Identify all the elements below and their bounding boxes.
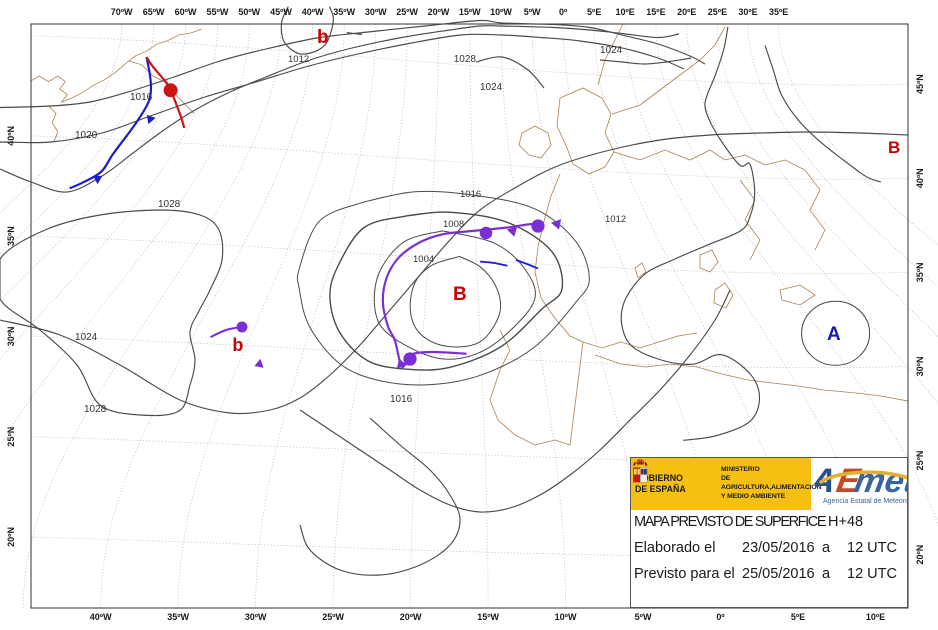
svg-text:20ºW: 20ºW [400,612,422,622]
svg-text:1016: 1016 [460,189,481,200]
svg-text:35ºN: 35ºN [6,226,16,246]
svg-text:45ºN: 45ºN [915,74,925,94]
svg-text:5ºE: 5ºE [791,612,805,622]
svg-text:20ºW: 20ºW [428,7,450,17]
svg-text:B: B [453,284,467,305]
svg-text:35ºW: 35ºW [333,7,355,17]
svg-text:40ºW: 40ºW [302,7,324,17]
svg-text:10ºW: 10ºW [555,612,577,622]
svg-text:35ºE: 35ºE [769,7,788,17]
svg-text:30ºW: 30ºW [365,7,387,17]
svg-text:1004: 1004 [413,254,434,265]
svg-text:20ºN: 20ºN [915,545,925,565]
svg-text:b: b [317,27,329,48]
svg-text:1028: 1028 [158,199,181,210]
svg-text:1028: 1028 [84,404,107,415]
svg-text:1016: 1016 [390,394,413,405]
svg-text:met: met [852,462,907,500]
svg-text:50ºW: 50ºW [238,7,260,17]
svg-text:70ºW: 70ºW [111,7,133,17]
svg-text:30ºW: 30ºW [245,612,267,622]
svg-text:15ºW: 15ºW [477,612,499,622]
svg-text:30ºN: 30ºN [6,326,16,346]
svg-text:65ºW: 65ºW [143,7,165,17]
svg-text:25ºW: 25ºW [396,7,418,17]
svg-text:5ºE: 5ºE [587,7,601,17]
svg-text:0º: 0º [559,7,568,17]
svg-text:15ºW: 15ºW [459,7,481,17]
svg-text:1012: 1012 [605,214,626,225]
svg-text:1008: 1008 [443,219,464,230]
svg-text:1024: 1024 [75,332,98,343]
svg-text:5ºW: 5ºW [635,612,652,622]
svg-text:25ºN: 25ºN [915,451,925,471]
svg-text:55ºW: 55ºW [207,7,229,17]
svg-text:1020: 1020 [75,130,98,141]
svg-text:10ºE: 10ºE [615,7,634,17]
svg-text:1024: 1024 [480,82,503,93]
svg-text:35ºN: 35ºN [915,262,925,282]
svg-text:20ºN: 20ºN [6,527,16,547]
svg-text:1028: 1028 [454,54,477,65]
svg-text:A: A [827,324,841,345]
svg-text:Agencia Estatal de Meteorologí: Agencia Estatal de Meteorología [823,498,907,505]
svg-text:1024: 1024 [600,45,623,56]
svg-text:0º: 0º [716,612,725,622]
svg-text:10ºW: 10ºW [490,7,512,17]
svg-text:10ºE: 10ºE [866,612,885,622]
svg-text:40ºN: 40ºN [915,168,925,188]
svg-text:45ºW: 45ºW [270,7,292,17]
svg-text:30ºE: 30ºE [738,7,757,17]
svg-text:B: B [888,138,900,157]
svg-text:25ºE: 25ºE [708,7,727,17]
svg-text:15ºE: 15ºE [646,7,665,17]
svg-text:1012: 1012 [288,54,309,65]
svg-text:35ºW: 35ºW [167,612,189,622]
svg-text:60ºW: 60ºW [175,7,197,17]
svg-text:40ºN: 40ºN [6,126,16,146]
svg-text:b: b [232,335,243,355]
svg-text:25ºN: 25ºN [6,427,16,447]
svg-text:40ºW: 40ºW [90,612,112,622]
svg-text:30ºN: 30ºN [915,357,925,377]
svg-text:20ºE: 20ºE [677,7,696,17]
svg-text:25ºW: 25ºW [322,612,344,622]
svg-text:5ºW: 5ºW [524,7,541,17]
